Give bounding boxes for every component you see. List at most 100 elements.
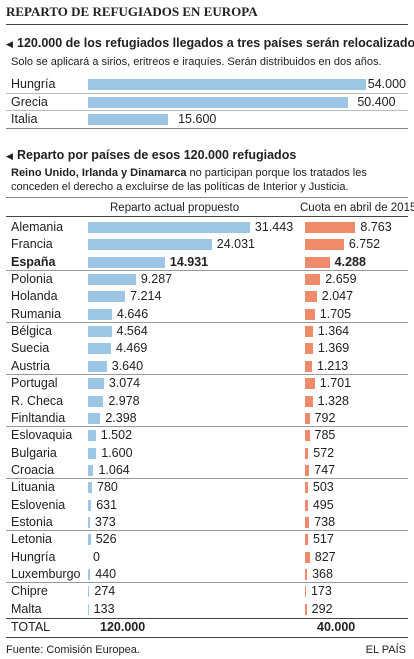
value-label: 792 [314,410,336,425]
bar [305,274,321,286]
row-separator [6,374,408,376]
bar [305,360,312,372]
row-separator [6,322,408,324]
value-label: 4.646 [116,306,149,321]
note: Reino Unido, Irlanda y Dinamarca no part… [11,166,401,194]
bar [88,482,93,494]
value-label: 2.978 [108,393,140,408]
note-bold: Reino Unido, Irlanda y Dinamarca [11,167,187,179]
row-separator [6,582,408,584]
row-separator [6,478,408,480]
value-label: 50.400 [357,94,396,109]
rule [6,216,408,217]
credit: EL PAÍS [365,644,406,656]
category-label: Suecia [11,341,50,356]
bar [88,326,112,338]
bar [88,114,169,125]
value-label: 7.214 [130,289,162,304]
value-label: 2.398 [105,410,137,425]
bar [88,499,92,511]
bar [305,534,308,546]
value-label: 368 [312,567,333,581]
value-label: 1.328 [317,393,349,408]
bar [88,378,104,390]
bar [305,412,310,424]
bar [88,569,91,580]
category-label: Francia [11,237,53,252]
rule [6,127,408,129]
bar [305,516,310,528]
bar [88,343,111,355]
category-label: Luxemburgo [11,567,81,581]
bar [305,447,309,459]
bar [88,239,212,251]
value-label: 292 [311,601,333,616]
value-label: 526 [95,532,117,547]
value-label: 2.659 [325,272,357,287]
value-label: 24.031 [216,237,255,252]
bar [88,222,250,233]
bar [305,239,344,251]
total-label: TOTAL [11,620,51,635]
section-title: Reparto por países de esos 120.000 refug… [17,148,297,162]
value-label: 2.047 [321,289,354,304]
bar [88,256,165,268]
bar [88,395,104,407]
value-label: 15.600 [178,112,217,126]
value-label: 631 [96,497,118,512]
category-label: Rumania [11,306,62,321]
bar [88,360,107,372]
value-label: 1.064 [98,462,130,477]
bar [305,464,310,476]
value-label: 14.931 [169,254,209,269]
category-label: Portugal [11,376,58,391]
section-title: 120.000 de los refugiados llegados a tre… [17,36,414,50]
category-label: España [11,254,56,269]
value-label: 738 [314,514,336,529]
bar [88,308,112,320]
value-label: 495 [312,497,334,512]
bar [305,603,307,615]
bar [88,291,126,303]
value-label: 4.469 [116,341,148,356]
value-label: 4.564 [116,324,148,339]
note-text: no participan porque los tratados les co… [11,167,367,193]
bar [305,499,308,511]
bar [305,326,313,338]
category-label: Malta [11,601,42,616]
category-label: Holanda [11,289,58,304]
category-label: Austria [11,358,50,373]
category-label: Hungría [11,549,56,564]
category-label: Bulgaria [11,445,57,460]
value-label: 1.705 [319,306,352,321]
bar [88,96,348,108]
value-label: 0 [93,549,100,564]
rule [6,24,408,25]
row-separator [6,270,408,272]
value-label: 1.369 [317,341,350,356]
bar [305,222,356,233]
bar [88,534,91,546]
value-label: 517 [312,532,334,547]
category-label: R. Checa [11,393,64,408]
value-label: 1.502 [100,428,133,443]
row-separator [6,92,408,94]
value-label: 503 [312,480,334,495]
category-label: Eslovaquia [11,428,73,443]
value-label: 9.287 [140,272,173,287]
title: REPARTO DE REFUGIADOS EN EUROPA [6,4,258,19]
value-label: 1.701 [319,376,352,391]
rule [6,618,408,620]
bar [305,482,308,494]
value-label: 274 [94,584,116,599]
bar [88,79,367,90]
value-label: 572 [313,445,335,460]
category-label: Hungría [11,77,56,91]
bar [305,395,313,407]
category-label: Bélgica [11,324,52,339]
value-label: 133 [93,601,115,616]
bar [88,603,89,615]
bar [305,569,308,580]
legend-entry: Reparto actual propuesto [110,202,240,214]
